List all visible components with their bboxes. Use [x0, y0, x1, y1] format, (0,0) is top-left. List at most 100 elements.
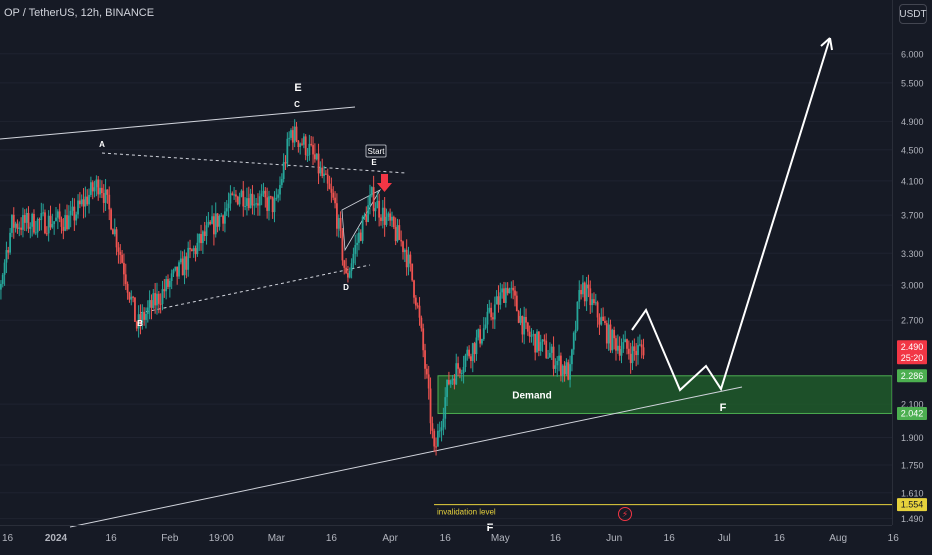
- start-label: Start: [368, 147, 386, 156]
- candle-body: [541, 339, 544, 342]
- candle-body: [264, 190, 267, 198]
- candle-body: [515, 295, 518, 312]
- candle-body: [220, 215, 223, 217]
- candle-body: [69, 210, 72, 216]
- candle-body: [369, 195, 371, 206]
- candle-body: [548, 352, 551, 358]
- candle-body: [466, 349, 469, 356]
- candle-body: [66, 215, 68, 230]
- candle-body: [97, 179, 100, 195]
- candle-body: [385, 216, 388, 225]
- x-tick-label: Jun: [606, 533, 622, 544]
- candle-body: [157, 293, 160, 304]
- candle-body: [560, 355, 562, 376]
- candle-body: [517, 311, 520, 323]
- candle-body: [449, 380, 452, 385]
- candle-body: [14, 223, 17, 228]
- exchange-label: BINANCE: [105, 7, 155, 19]
- candle-body: [225, 208, 228, 212]
- candle-body: [104, 189, 107, 203]
- candle-body: [7, 250, 10, 253]
- demand-zone: [437, 375, 893, 414]
- candle-body: [310, 143, 313, 146]
- candle-body: [244, 206, 247, 208]
- candle-body: [638, 344, 641, 346]
- candle-body: [547, 357, 549, 359]
- candle-body: [22, 215, 24, 230]
- candle-body: [398, 225, 401, 240]
- candle-body: [134, 297, 136, 322]
- candle-body: [209, 221, 212, 224]
- candle-body: [45, 233, 48, 235]
- candle-body: [422, 328, 425, 351]
- candle-body: [36, 219, 39, 233]
- candle-body: [510, 287, 513, 289]
- wave-label: F: [720, 402, 727, 414]
- invalidation-label: invalidation level: [437, 508, 496, 517]
- candle-body: [126, 283, 129, 293]
- candle-body: [18, 227, 21, 229]
- candle-body: [536, 331, 538, 353]
- y-tick-label: 3.700: [901, 211, 924, 221]
- candle-body: [508, 288, 511, 294]
- candle-body: [73, 206, 76, 221]
- demand-zone-label: Demand: [512, 391, 551, 402]
- candle-body: [363, 215, 366, 217]
- candle-body: [596, 302, 599, 318]
- wave-label: C: [294, 100, 300, 109]
- candle-body: [93, 187, 96, 192]
- x-tick-label: Mar: [268, 533, 286, 544]
- candle-body: [253, 204, 256, 206]
- candle-body: [216, 213, 219, 227]
- candle-body: [481, 339, 483, 344]
- candle-body: [615, 338, 617, 351]
- candle-body: [262, 190, 265, 194]
- candle-body: [290, 130, 292, 138]
- y-tick-label: 1.750: [901, 460, 924, 470]
- candle-body: [497, 296, 500, 305]
- candle-body: [172, 269, 175, 274]
- candle-body: [56, 211, 59, 218]
- candle-body: [108, 194, 111, 210]
- candle-body: [405, 249, 408, 268]
- chart-header: OP / TetherUS, 12h, BINANCE: [4, 7, 155, 19]
- x-tick-label: 16: [664, 533, 676, 544]
- x-tick-label: 16: [774, 533, 786, 544]
- candle-body: [51, 224, 54, 228]
- candle-body: [58, 211, 61, 219]
- lightning-icon[interactable]: ⚡: [618, 507, 632, 521]
- candle-body: [231, 193, 234, 195]
- candle-body: [376, 200, 379, 209]
- candle-body: [565, 362, 568, 375]
- candle-body: [554, 365, 557, 369]
- candle-body: [332, 192, 335, 198]
- price-badge-value: 2.286: [901, 371, 924, 381]
- price-badge-value: 1.554: [901, 500, 924, 510]
- x-tick-label: 16: [550, 533, 562, 544]
- candle-body: [185, 256, 188, 270]
- candle-body: [642, 347, 645, 356]
- time-axis-border: [0, 525, 892, 526]
- y-tick-label: 4.100: [901, 176, 924, 186]
- candle-body: [88, 194, 90, 205]
- candle-body: [431, 423, 434, 431]
- candle-body: [448, 379, 450, 385]
- candle-body: [323, 173, 325, 177]
- candle-body: [637, 345, 639, 356]
- candle-body: [12, 214, 15, 228]
- candle-body: [257, 203, 259, 206]
- candle-body: [413, 280, 415, 298]
- candle-body: [587, 284, 590, 289]
- candle-body: [460, 372, 463, 374]
- candle-body: [268, 196, 270, 211]
- candle-body: [435, 446, 437, 448]
- candle-body: [99, 187, 101, 195]
- candle-body: [233, 194, 235, 196]
- candle-body: [297, 140, 300, 148]
- candle-body: [567, 362, 570, 380]
- candle-body: [84, 196, 87, 207]
- currency-button[interactable]: USDT: [899, 4, 927, 24]
- start-badge: [365, 144, 387, 158]
